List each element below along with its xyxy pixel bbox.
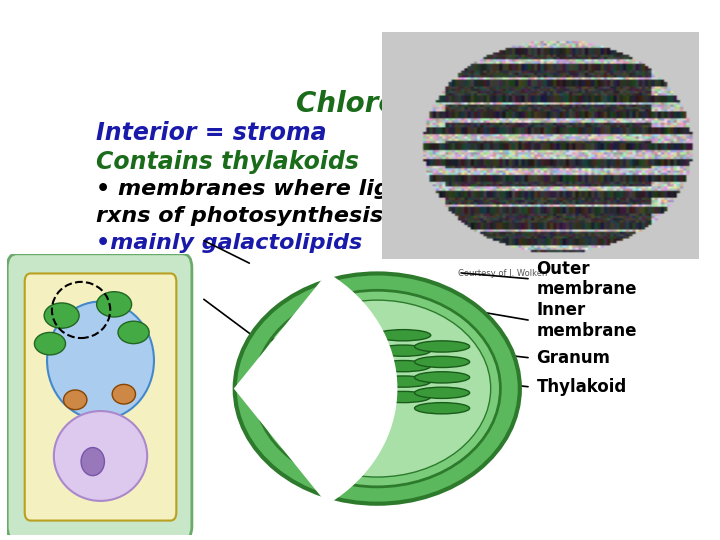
- Ellipse shape: [324, 340, 379, 350]
- Ellipse shape: [376, 376, 431, 387]
- Ellipse shape: [415, 387, 469, 399]
- Ellipse shape: [324, 386, 379, 397]
- Text: Contains thylakoids: Contains thylakoids: [96, 150, 359, 174]
- Ellipse shape: [415, 403, 469, 414]
- Ellipse shape: [324, 355, 379, 366]
- Text: Courtesy of J. Wolken: Courtesy of J. Wolken: [458, 268, 548, 278]
- Text: • membranes where light: • membranes where light: [96, 179, 416, 199]
- Ellipse shape: [264, 300, 491, 477]
- Wedge shape: [235, 274, 397, 504]
- Ellipse shape: [376, 392, 431, 403]
- Text: Thylakoid: Thylakoid: [536, 378, 626, 396]
- FancyBboxPatch shape: [7, 254, 192, 540]
- FancyBboxPatch shape: [24, 273, 176, 521]
- Ellipse shape: [415, 356, 469, 368]
- Ellipse shape: [81, 448, 104, 476]
- Ellipse shape: [63, 390, 87, 410]
- Text: Inner
membrane: Inner membrane: [536, 301, 637, 340]
- Ellipse shape: [96, 292, 132, 317]
- Ellipse shape: [272, 397, 327, 408]
- Ellipse shape: [272, 335, 327, 347]
- Ellipse shape: [54, 411, 147, 501]
- Ellipse shape: [324, 324, 379, 335]
- Text: •mainly galactolipids: •mainly galactolipids: [96, 233, 362, 253]
- Ellipse shape: [118, 321, 149, 343]
- Text: Outer
membrane: Outer membrane: [536, 260, 637, 298]
- Ellipse shape: [415, 341, 469, 352]
- Ellipse shape: [44, 303, 79, 328]
- Ellipse shape: [272, 382, 327, 393]
- Ellipse shape: [254, 291, 500, 487]
- Ellipse shape: [35, 333, 66, 355]
- Ellipse shape: [415, 372, 469, 383]
- Text: Interior = stroma: Interior = stroma: [96, 121, 326, 145]
- Text: Chloroplasts: Chloroplasts: [297, 90, 492, 118]
- Text: Granum: Granum: [536, 349, 611, 367]
- Ellipse shape: [376, 345, 431, 356]
- Ellipse shape: [376, 329, 431, 341]
- Ellipse shape: [376, 361, 431, 372]
- Text: Stroma: Stroma: [386, 444, 459, 463]
- Ellipse shape: [272, 366, 327, 377]
- Ellipse shape: [324, 370, 379, 382]
- Text: rxns of photosynthesis occur: rxns of photosynthesis occur: [96, 206, 459, 226]
- Ellipse shape: [235, 273, 520, 504]
- Ellipse shape: [112, 384, 135, 404]
- Ellipse shape: [47, 301, 154, 420]
- Ellipse shape: [272, 350, 327, 362]
